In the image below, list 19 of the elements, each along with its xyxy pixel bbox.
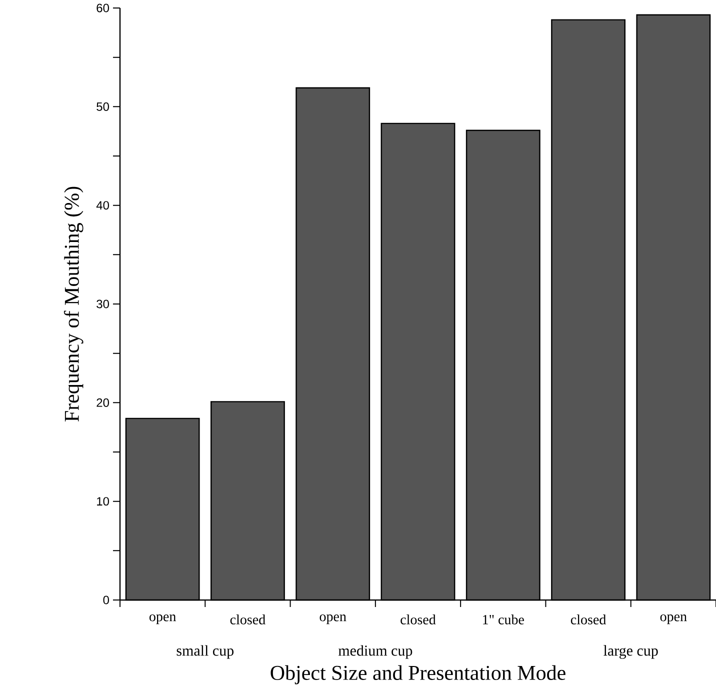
text: large cup: [604, 645, 658, 659]
x-tick-label: open: [150, 614, 176, 624]
y-axis-title: Frequency of Mouthing (%): [64, 186, 84, 422]
y-tick-label: 30: [96, 300, 110, 308]
y-tick-label: 0: [103, 596, 110, 604]
x-tick-label: open: [660, 614, 687, 624]
y-tick-label: 40: [96, 201, 110, 210]
y-tick-label: 60: [96, 4, 110, 12]
x-tick-label: closed: [400, 614, 436, 624]
text: small cup: [176, 645, 234, 659]
y-tick-label: 10: [97, 497, 110, 506]
x-axis-title: Object Size and Presentation Mode: [270, 665, 566, 684]
x-tick-label: closed: [570, 614, 606, 624]
text: medium cup: [338, 645, 412, 659]
x-tick-label: closed: [230, 614, 266, 624]
y-tick-label: 20: [96, 398, 110, 407]
x-tick-label: 1" cube: [483, 614, 524, 624]
x-tick-label: open: [320, 614, 346, 624]
y-tick-label: 50: [96, 102, 110, 111]
